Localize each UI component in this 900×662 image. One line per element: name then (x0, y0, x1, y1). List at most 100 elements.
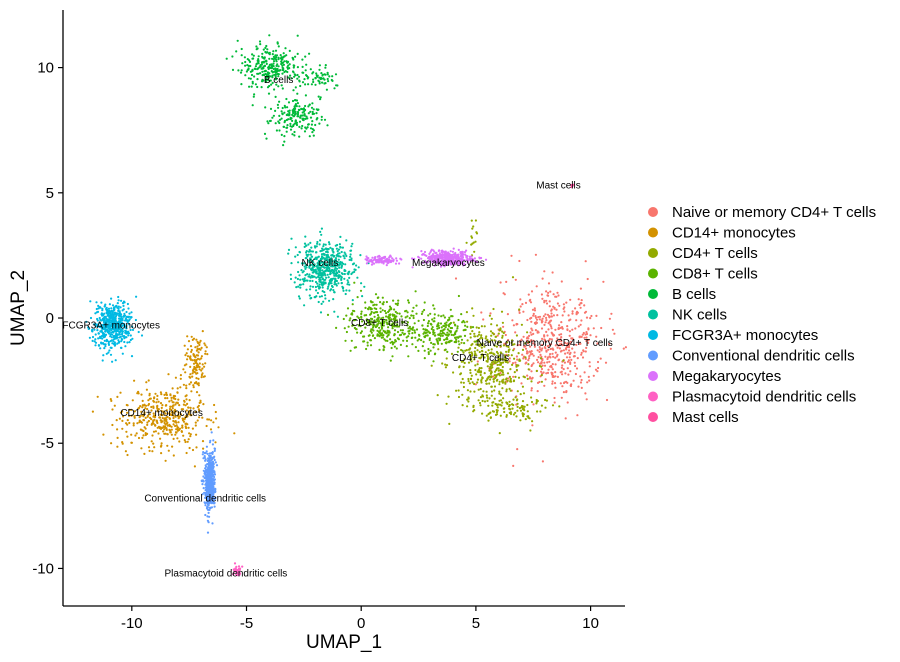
data-point (165, 422, 168, 425)
data-point (202, 469, 205, 472)
data-point (187, 411, 190, 414)
legend-key (648, 391, 658, 402)
data-point (457, 395, 461, 399)
data-point (371, 256, 374, 259)
data-point (545, 319, 548, 322)
data-point (295, 121, 299, 124)
data-point (450, 315, 453, 318)
data-point (340, 265, 343, 268)
data-point (511, 407, 514, 410)
data-point (559, 338, 562, 341)
data-point (107, 325, 110, 329)
data-point (313, 263, 316, 266)
data-point (526, 403, 529, 407)
data-point (318, 243, 321, 246)
data-point (210, 462, 213, 465)
data-point (253, 93, 256, 96)
data-point (437, 333, 440, 336)
data-point (376, 314, 380, 317)
data-point (573, 361, 576, 364)
data-point (345, 254, 348, 258)
data-point (406, 324, 409, 327)
data-point (209, 483, 212, 486)
data-point (341, 246, 344, 249)
data-point (274, 78, 277, 81)
data-point (376, 323, 379, 326)
data-point (327, 283, 330, 286)
data-point (260, 80, 264, 83)
data-point (421, 253, 424, 256)
data-point (505, 414, 508, 417)
data-point (579, 375, 582, 378)
data-point (203, 365, 206, 368)
data-point (379, 329, 382, 332)
data-point (198, 362, 201, 365)
data-point (564, 417, 567, 420)
data-point (292, 123, 295, 127)
data-point (146, 408, 149, 411)
data-point (467, 397, 470, 400)
data-point (206, 519, 209, 522)
data-point (462, 365, 465, 368)
data-point (388, 322, 391, 326)
data-point (429, 349, 432, 352)
data-point (476, 335, 479, 338)
data-point (385, 321, 388, 324)
data-point (460, 338, 464, 341)
data-point (509, 389, 512, 392)
data-point (320, 115, 323, 118)
data-point (478, 350, 481, 354)
data-point (240, 54, 243, 57)
data-point (500, 352, 503, 355)
data-point (433, 334, 437, 337)
data-point (121, 330, 124, 333)
data-point (391, 355, 394, 358)
data-point (569, 370, 572, 373)
data-point (159, 402, 163, 405)
data-point (235, 573, 238, 576)
data-point (624, 346, 628, 349)
data-point (409, 327, 412, 330)
data-point (93, 340, 96, 343)
data-point (232, 573, 235, 576)
data-point (356, 296, 359, 299)
data-point (421, 310, 424, 313)
data-point (317, 79, 320, 82)
data-point (307, 83, 310, 86)
data-point (319, 258, 322, 261)
data-point (521, 303, 524, 306)
data-point (388, 318, 391, 321)
data-point (164, 459, 167, 462)
data-point (530, 333, 533, 336)
data-point (305, 266, 308, 269)
data-point (516, 323, 519, 326)
data-point (426, 334, 429, 337)
data-point (335, 247, 338, 250)
data-point (444, 363, 447, 366)
data-point (133, 416, 136, 419)
data-point (148, 413, 151, 416)
data-point (201, 363, 204, 366)
data-point (140, 410, 143, 413)
data-point (348, 319, 351, 322)
data-point (496, 334, 499, 337)
data-point (311, 120, 314, 123)
data-point (534, 316, 538, 319)
data-point (97, 337, 100, 340)
data-point (276, 42, 279, 45)
data-point (391, 314, 394, 317)
data-point (128, 323, 131, 326)
data-point (185, 387, 188, 390)
data-point (457, 346, 460, 349)
data-point (315, 245, 318, 248)
data-point (515, 334, 519, 337)
data-point (490, 394, 493, 397)
data-point (321, 269, 324, 272)
data-point (466, 255, 469, 258)
data-point (546, 356, 550, 359)
data-point (310, 83, 313, 86)
data-point (294, 55, 297, 58)
data-point (94, 312, 97, 315)
data-point (259, 72, 262, 75)
data-point (130, 355, 134, 358)
